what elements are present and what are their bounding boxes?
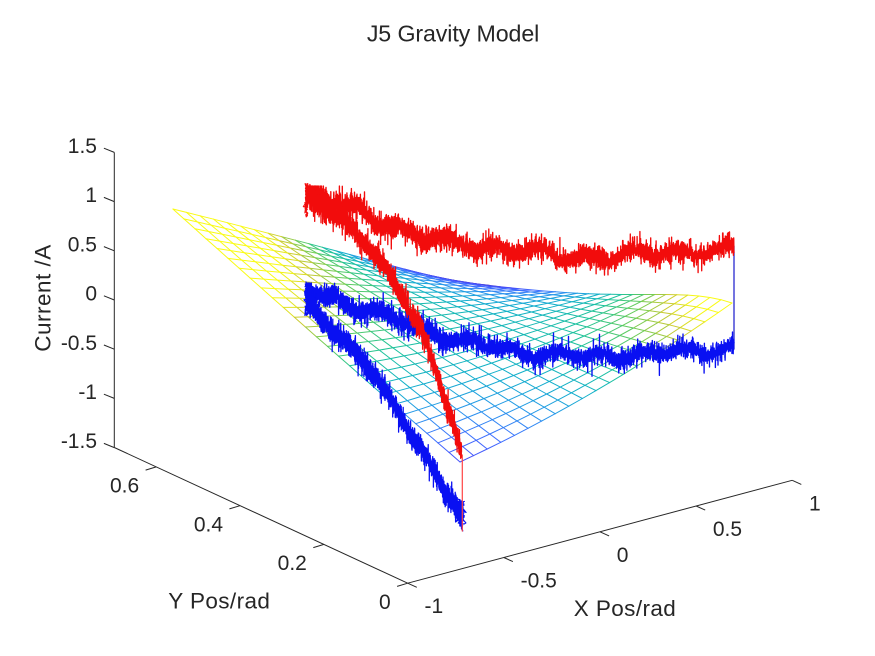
svg-text:0.6: 0.6 — [110, 474, 139, 497]
svg-text:0.4: 0.4 — [194, 513, 224, 536]
svg-text:0.2: 0.2 — [278, 552, 307, 575]
svg-text:X Pos/rad: X Pos/rad — [574, 596, 676, 621]
svg-text:0: 0 — [379, 591, 391, 614]
svg-text:Current /A: Current /A — [31, 244, 56, 352]
svg-text:-1.5: -1.5 — [61, 430, 97, 453]
svg-text:-1: -1 — [425, 595, 444, 618]
svg-text:0: 0 — [85, 283, 97, 306]
svg-text:Y Pos/rad: Y Pos/rad — [168, 589, 270, 614]
svg-text:1.5: 1.5 — [68, 135, 97, 158]
svg-text:0.5: 0.5 — [713, 518, 742, 541]
svg-text:1: 1 — [809, 492, 821, 515]
svg-text:J5 Gravity Model: J5 Gravity Model — [367, 20, 539, 46]
svg-text:-0.5: -0.5 — [521, 569, 557, 592]
svg-text:-1: -1 — [78, 381, 97, 404]
svg-text:-0.5: -0.5 — [61, 332, 97, 355]
svg-text:0: 0 — [617, 544, 629, 567]
svg-text:1: 1 — [85, 184, 97, 207]
svg-text:0.5: 0.5 — [68, 233, 97, 256]
